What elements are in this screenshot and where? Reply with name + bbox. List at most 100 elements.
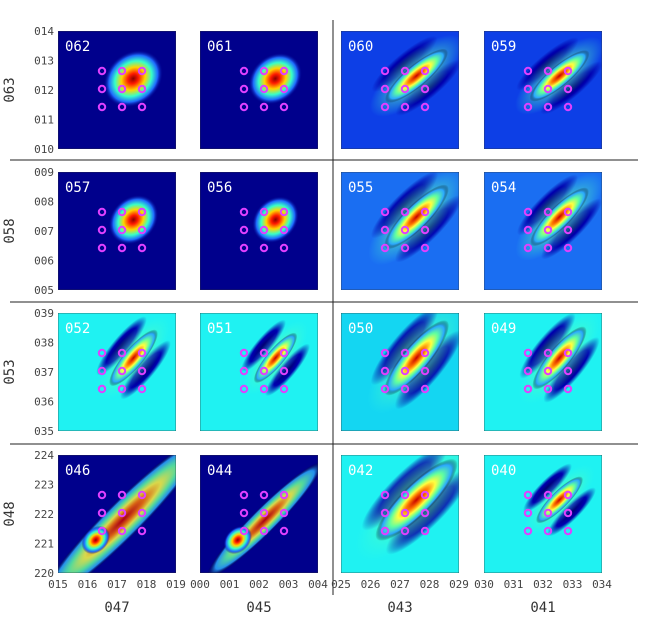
sample-marker xyxy=(97,490,107,500)
column-axis-label: 043 xyxy=(387,600,412,616)
x-tick-label: 015 xyxy=(48,578,68,591)
x-tick-label: 031 xyxy=(504,578,524,591)
panel-id-label: 040 xyxy=(491,463,516,479)
sample-marker xyxy=(117,366,127,376)
sample-marker xyxy=(543,490,553,500)
sample-marker xyxy=(117,384,127,394)
sample-marker xyxy=(117,508,127,518)
sample-marker xyxy=(117,102,127,112)
sample-marker xyxy=(279,66,289,76)
panel-044 xyxy=(200,455,318,573)
y-tick-label: 037 xyxy=(34,366,54,379)
sample-marker xyxy=(117,225,127,235)
sample-marker xyxy=(523,366,533,376)
sample-marker xyxy=(523,225,533,235)
sample-marker xyxy=(420,66,430,76)
density-peak xyxy=(223,525,252,555)
sample-marker xyxy=(137,348,147,358)
sample-marker xyxy=(97,348,107,358)
sample-marker xyxy=(137,508,147,518)
sample-marker xyxy=(259,84,269,94)
panel-layer xyxy=(58,31,602,573)
sample-marker xyxy=(400,366,410,376)
density-ridge xyxy=(384,320,449,396)
sample-marker xyxy=(117,243,127,253)
x-tick-label: 026 xyxy=(361,578,381,591)
sample-marker xyxy=(523,526,533,536)
sample-marker xyxy=(543,84,553,94)
sample-marker xyxy=(400,490,410,500)
sample-marker xyxy=(563,66,573,76)
density-ridge xyxy=(109,329,158,387)
sample-marker xyxy=(259,490,269,500)
panel-059 xyxy=(484,31,602,149)
x-tick-label: 000 xyxy=(190,578,210,591)
sample-marker xyxy=(420,102,430,112)
row-axis-label: 063 xyxy=(2,77,18,102)
sample-marker xyxy=(563,207,573,217)
sample-marker xyxy=(543,207,553,217)
y-tick-label: 007 xyxy=(34,225,54,238)
sample-marker xyxy=(279,207,289,217)
panel-052 xyxy=(58,313,176,431)
sample-marker xyxy=(543,348,553,358)
sample-marker xyxy=(380,225,390,235)
sample-marker xyxy=(259,508,269,518)
density-blob xyxy=(108,194,159,245)
density-ridge xyxy=(58,455,176,573)
panel-id-label: 060 xyxy=(348,39,373,55)
panel-id-label: 044 xyxy=(207,463,232,479)
x-tick-label: 004 xyxy=(308,578,328,591)
sample-marker xyxy=(543,243,553,253)
sample-marker xyxy=(523,102,533,112)
sample-marker xyxy=(259,366,269,376)
sample-marker xyxy=(279,490,289,500)
sample-marker xyxy=(279,366,289,376)
sample-marker xyxy=(543,66,553,76)
sample-marker xyxy=(259,66,269,76)
panel-id-label: 050 xyxy=(348,321,373,337)
density-ridge xyxy=(384,184,449,250)
sample-marker xyxy=(380,348,390,358)
x-tick-label: 002 xyxy=(249,578,269,591)
panel-051 xyxy=(200,313,318,431)
sample-marker xyxy=(400,207,410,217)
density-ridge xyxy=(375,458,458,541)
sample-marker xyxy=(380,102,390,112)
sample-marker xyxy=(543,366,553,376)
y-tick-label: 010 xyxy=(34,143,54,156)
y-tick-label: 038 xyxy=(34,337,54,350)
sample-marker xyxy=(400,384,410,394)
y-tick-label: 009 xyxy=(34,166,54,179)
sample-marker xyxy=(380,243,390,253)
sample-marker xyxy=(420,384,430,394)
sample-marker xyxy=(279,102,289,112)
sample-marker xyxy=(420,366,430,376)
sample-marker xyxy=(137,384,147,394)
sample-marker xyxy=(259,225,269,235)
sample-marker xyxy=(400,66,410,76)
sample-marker xyxy=(239,384,249,394)
sample-marker xyxy=(563,243,573,253)
sample-marker xyxy=(400,348,410,358)
sample-marker xyxy=(97,102,107,112)
sample-marker xyxy=(137,526,147,536)
x-tick-label: 025 xyxy=(331,578,351,591)
sample-marker xyxy=(380,526,390,536)
sample-marker xyxy=(543,526,553,536)
sample-marker xyxy=(563,384,573,394)
x-tick-label: 032 xyxy=(533,578,553,591)
sample-marker xyxy=(563,490,573,500)
sample-marker xyxy=(97,243,107,253)
sample-marker xyxy=(117,207,127,217)
sample-marker xyxy=(380,207,390,217)
sample-marker xyxy=(137,225,147,235)
column-axis-label: 047 xyxy=(104,600,129,616)
y-tick-label: 221 xyxy=(34,538,54,551)
sample-marker xyxy=(523,66,533,76)
y-tick-label: 223 xyxy=(34,479,54,492)
sample-marker xyxy=(239,102,249,112)
sample-marker xyxy=(137,490,147,500)
density-ridge xyxy=(253,332,298,383)
label-layer: 062 061 060 059 057 056 055 054 052 051 050 049 046 0… xyxy=(2,25,612,616)
